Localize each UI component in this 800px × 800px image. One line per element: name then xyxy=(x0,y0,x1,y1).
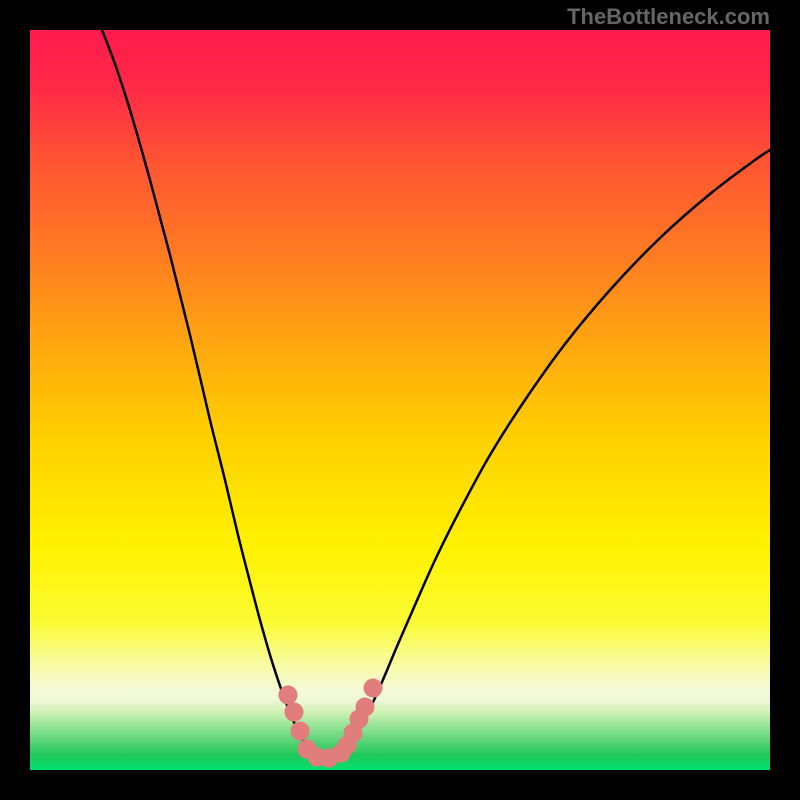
data-marker xyxy=(364,679,382,697)
chart-svg xyxy=(0,0,800,800)
data-marker xyxy=(279,686,297,704)
data-marker xyxy=(356,698,374,716)
plot-gradient xyxy=(30,30,770,770)
chart-container: TheBottleneck.com xyxy=(0,0,800,800)
data-marker xyxy=(291,722,309,740)
watermark-text: TheBottleneck.com xyxy=(567,4,770,30)
data-marker xyxy=(285,703,303,721)
